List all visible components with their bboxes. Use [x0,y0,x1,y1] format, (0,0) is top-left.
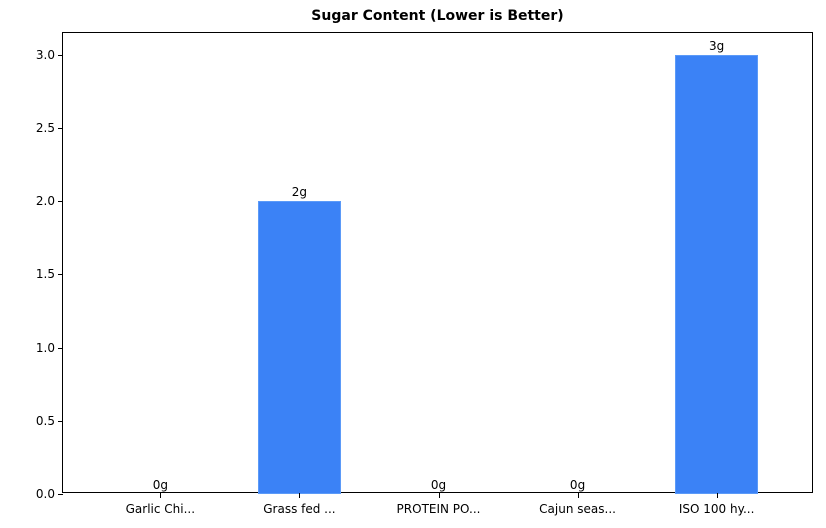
bar-value-label: 3g [709,38,725,53]
y-tick-label: 0.5 [35,413,55,428]
bar-value-label: 0g [430,478,447,492]
x-tick-label: ISO 100 hy... [678,502,755,516]
y-tick-label: 2.5 [35,121,55,136]
y-tick [58,201,63,203]
x-tick-label: Cajun seas... [539,502,616,516]
bar [257,201,342,494]
plot-area: 0g Garlic Chi... 2g Grass fed ... 0g PROTEIN … [36,32,813,516]
y-tick [58,274,63,276]
y-tick-label: 1.0 [35,340,55,355]
x-tick-label: Garlic Chi... [125,502,196,516]
bar-value-label: 0g [569,478,586,492]
y-tick [58,54,63,56]
y-tick-label: 0.0 [35,487,55,501]
x-tick [299,493,301,498]
bar-value-label: 0g [152,478,168,492]
x-tick-label: PROTEIN PO... [396,502,481,516]
x-tick [577,493,579,498]
y-tick [58,128,63,130]
bar-value-label: 2g [291,185,308,200]
y-tick [58,494,63,495]
x-tick-label: Grass fed ... [263,502,336,516]
y-tick [58,347,63,349]
y-tick-label: 3.0 [35,47,55,62]
y-tick-label: 2.0 [35,194,55,209]
y-tick-label: 1.5 [35,267,55,282]
x-tick [438,493,440,498]
x-tick [160,493,162,498]
chart-title: Sugar Content (Lower is Better) [311,8,564,24]
x-tick [716,493,718,498]
y-tick [58,420,63,422]
bar [674,54,759,494]
